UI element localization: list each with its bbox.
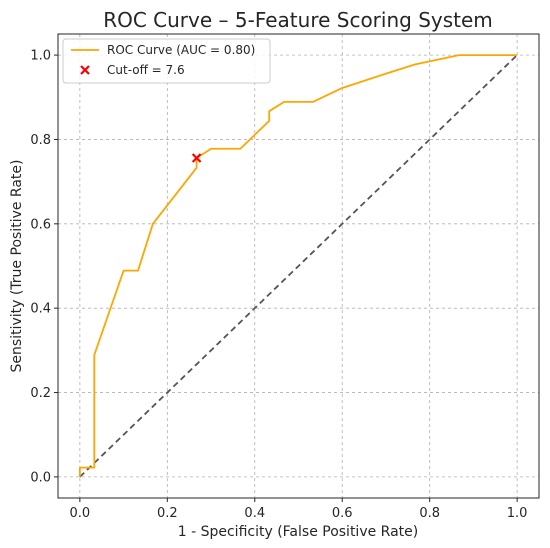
y-axis-label: Sensitivity (True Positive Rate) [9, 160, 25, 373]
x-tick-label: 0.0 [70, 506, 91, 521]
legend: ROC Curve (AUC = 0.80) Cut-off = 7.6 [62, 38, 271, 84]
plot-area-frame [57, 33, 540, 499]
x-tick-label: 0.8 [419, 506, 440, 521]
legend-cutoff-label: Cut-off = 7.6 [107, 63, 185, 77]
cutoff-marker [191, 153, 202, 163]
y-tick-label: 0.6 [30, 217, 51, 232]
x-tick-label: 0.4 [244, 506, 265, 521]
x-tick-label: 0.2 [157, 506, 178, 521]
y-tick-label: 0.2 [30, 386, 51, 401]
ticks: 0.0 0.2 0.4 0.6 0.8 1.0 0.0 0.2 0.4 0.6 0.8 1.0 [30, 49, 527, 521]
diagonal-reference-line [79, 54, 518, 478]
legend-box [62, 38, 271, 84]
x-tick-label: 1.0 [507, 506, 528, 521]
series-layer [78, 54, 518, 478]
x-tick-label: 0.6 [332, 506, 353, 521]
chart-title: ROC Curve – 5-Feature Scoring System [103, 8, 493, 32]
y-tick-label: 1.0 [30, 49, 51, 64]
roc-curve-line [78, 54, 518, 477]
y-tick-label: 0.4 [30, 302, 51, 317]
legend-roc-label: ROC Curve (AUC = 0.80) [107, 43, 255, 57]
legend-cutoff-swatch [80, 65, 90, 75]
x-axis-label: 1 - Specificity (False Positive Rate) [178, 524, 419, 540]
y-tick-label: 0.8 [30, 133, 51, 148]
marker-layer [191, 153, 202, 163]
y-tick-label: 0.0 [30, 470, 51, 485]
